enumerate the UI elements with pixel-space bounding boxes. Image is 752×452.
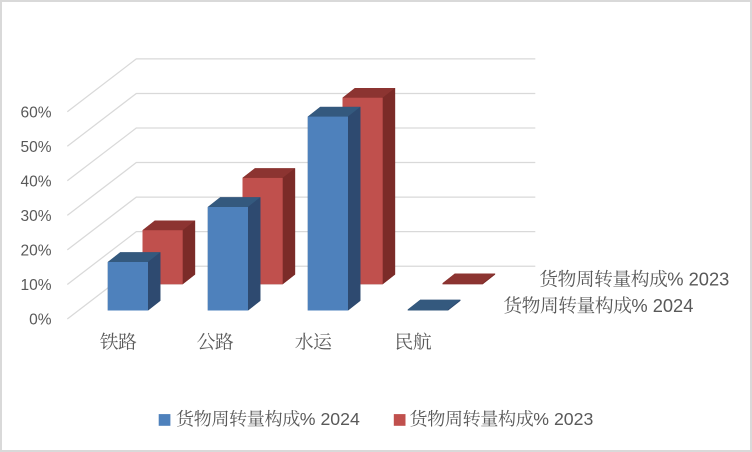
- svg-text:50%: 50%: [20, 139, 51, 156]
- svg-text:40%: 40%: [20, 173, 51, 190]
- svg-text:20%: 20%: [20, 243, 51, 260]
- svg-text:% 2023: % 2023: [667, 269, 729, 290]
- svg-text:% 2023: % 2023: [533, 409, 593, 429]
- svg-text:60%: 60%: [20, 104, 51, 121]
- svg-text:10%: 10%: [20, 277, 51, 294]
- svg-text:% 2024: % 2024: [631, 295, 693, 316]
- svg-text:% 2024: % 2024: [300, 409, 360, 429]
- svg-text:30%: 30%: [20, 208, 51, 225]
- svg-text:0%: 0%: [29, 312, 52, 329]
